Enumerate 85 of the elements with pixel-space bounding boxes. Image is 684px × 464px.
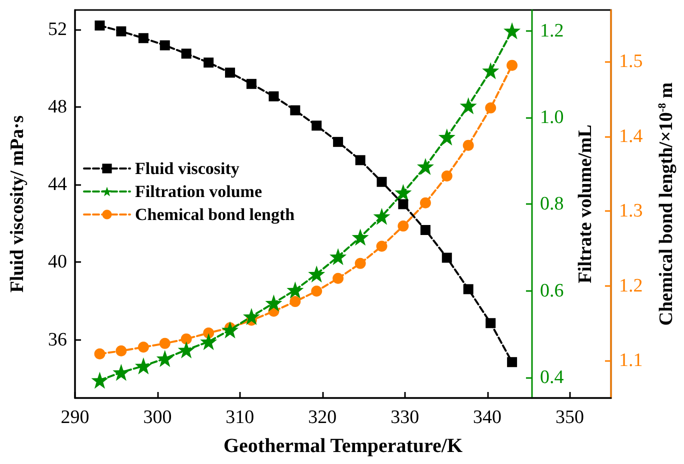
point: [159, 338, 170, 349]
point: [442, 252, 452, 263]
point: [352, 228, 369, 246]
legend-label: Filtration volume: [135, 182, 262, 201]
point: [312, 120, 322, 131]
x-tick-label: 320: [308, 407, 337, 428]
point: [181, 48, 192, 59]
y3-tick-label: 1.4: [619, 126, 644, 147]
point: [134, 357, 152, 374]
point: [398, 220, 409, 232]
y3-tick-label: 1.5: [619, 51, 643, 72]
point: [290, 296, 301, 308]
point: [156, 350, 174, 368]
point: [290, 105, 300, 116]
point: [333, 136, 344, 147]
point: [354, 258, 366, 269]
y2-tick-label: 0.6: [540, 280, 564, 302]
y3-tick-label: 1.2: [619, 275, 643, 296]
point: [482, 62, 500, 80]
x-axis-title: Geothermal Temperature/K: [223, 435, 463, 457]
point: [506, 60, 518, 71]
point: [376, 240, 388, 252]
point: [420, 224, 430, 235]
point: [308, 266, 326, 283]
point: [486, 318, 496, 328]
point: [222, 321, 239, 338]
point: [441, 170, 452, 182]
point: [398, 199, 408, 210]
point: [463, 284, 474, 294]
y2-tick-label: 0.8: [540, 194, 564, 215]
point: [180, 333, 192, 344]
x-tick-label: 310: [226, 407, 254, 428]
point: [265, 294, 282, 312]
point: [94, 20, 105, 31]
point: [225, 68, 236, 78]
y2-axis-title: Filtrate volume/mL: [575, 124, 596, 284]
y-tick-label: 48: [48, 96, 67, 118]
y2-tick-label: 0.4: [540, 367, 564, 388]
point: [138, 33, 148, 44]
point: [204, 58, 214, 68]
point: [504, 22, 521, 40]
point: [178, 341, 195, 358]
point: [138, 342, 149, 353]
point: [438, 128, 456, 146]
y-tick-label: 40: [48, 252, 67, 273]
y3-axis-title: Chemical bond length/×10-8 m: [656, 82, 677, 326]
legend-label: Chemical bond length: [135, 205, 296, 224]
point: [311, 286, 322, 297]
point: [116, 26, 126, 36]
point: [268, 91, 279, 102]
point: [112, 364, 130, 381]
point: [160, 40, 170, 50]
y-axis-title: Fluid viscosity/ mPa·s: [7, 115, 28, 293]
point: [394, 184, 412, 202]
x-tick-label: 300: [143, 407, 172, 428]
y2-tick-label: 1.2: [540, 20, 564, 42]
point: [507, 357, 518, 368]
legend-label: Fluid viscosity: [135, 159, 240, 178]
point: [355, 155, 366, 166]
point: [376, 176, 387, 187]
y-tick-label: 52: [48, 18, 67, 40]
point: [200, 333, 218, 350]
point: [485, 102, 496, 114]
point: [420, 197, 431, 208]
point: [332, 272, 344, 284]
y-tick-label: 36: [48, 329, 67, 350]
point: [373, 208, 390, 225]
point: [246, 78, 256, 89]
point: [242, 308, 260, 325]
x-tick-label: 290: [60, 407, 90, 428]
point: [94, 348, 106, 360]
point: [330, 248, 347, 266]
point: [416, 158, 434, 175]
point: [116, 345, 127, 356]
x-tick-label: 340: [473, 407, 502, 428]
point: [462, 140, 474, 151]
x-tick-label: 330: [390, 407, 420, 428]
point: [91, 372, 108, 389]
point: [460, 97, 477, 114]
y3-tick-label: 1.1: [619, 350, 643, 372]
x-tick-label: 350: [556, 407, 584, 428]
y3-tick-label: 1.3: [619, 200, 643, 222]
y2-tick-label: 1.0: [540, 107, 564, 128]
y-tick-label: 44: [48, 174, 68, 196]
point: [286, 282, 304, 299]
